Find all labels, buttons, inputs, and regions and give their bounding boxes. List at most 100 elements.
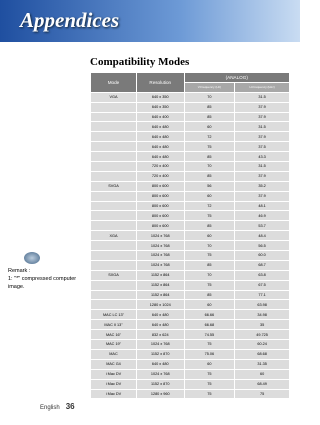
table-cell: 1024 x 768 [135,250,185,261]
remark-label: Remark : [8,268,31,274]
table-cell: 66.66 [183,309,236,321]
table-cell: 35 [234,319,290,331]
table-row: MAC 19" 1024 x 768 75 60.24 [90,339,290,350]
table-row: 640 x 480 72 37.9 [90,131,290,143]
table-cell: 1152 x 864 [135,279,185,291]
remark-icon [24,252,40,264]
mode-cell [90,190,137,202]
table-cell: 640 x 350 [135,101,185,113]
mode-cell [90,279,137,291]
table-row: MAC 16" 832 x 624 74.55 49.725 [90,329,290,341]
table-row: 640 x 480 85 43.3 [90,151,290,163]
table-cell: 720 x 400 [135,161,185,172]
table-cell: 1152 x 864 [135,269,185,281]
table-cell: 1024 x 768 [135,240,185,252]
table-cell: 68.68 [234,348,290,360]
table-cell: 1152 x 870 [135,348,185,360]
table-row: SXGA 1152 x 864 70 63.8 [90,269,290,281]
col-header: Resolution [135,72,185,93]
table-cell: 37.9 [234,190,290,202]
mode-cell [90,210,137,222]
table-row: MAC LC 13" 640 x 480 66.66 34.98 [90,309,290,321]
table-row: 1024 x 768 75 60.0 [90,250,290,261]
mode-cell [90,141,137,153]
footer-language: English [40,405,60,411]
table-cell: 60 [234,368,290,380]
mode-cell [90,151,137,163]
table-row: 800 x 600 75 46.9 [90,210,290,222]
table-cell: 68.7 [234,259,290,271]
remark-text: 1: "*" compressed computer image. [8,276,77,290]
mode-cell: MAC [90,348,137,360]
table-row: i Mac DV 1152 x 870 75 68.49 [90,378,290,390]
table-cell: 67.5 [234,279,290,291]
table-cell: 60 [183,121,236,133]
table-cell: 640 x 480 [135,358,185,370]
table-cell: 85 [183,170,236,182]
col-header: (ANALOG) [183,72,291,83]
mode-cell: SXGA [90,269,137,281]
table-cell: 85 [183,220,236,232]
table-cell: 56 [183,180,236,192]
table-row: i Mac DV 1280 x 960 75 75 [90,388,290,400]
table-cell: 1024 x 768 [135,339,185,350]
table-row: XGA 1024 x 768 60 48.4 [90,230,290,242]
table-cell: 48.4 [234,230,290,242]
table-row: i Mac DV 1024 x 768 75 60 [90,368,290,380]
mode-cell [90,111,137,123]
table-cell: 640 x 350 [135,91,185,103]
table-cell: 85 [183,101,236,113]
mode-cell [90,131,137,143]
table-cell: 75 [234,388,290,400]
table-cell: 60.24 [234,339,290,350]
table-cell: 75 [183,210,236,222]
table-cell: 70 [183,240,236,252]
table-cell: 70 [183,161,236,172]
remark: Remark : 1: "*" compressed computer image… [8,267,78,291]
mode-cell: i Mac DV [90,368,137,380]
table-cell: 640 x 480 [135,309,185,321]
table-cell: 85 [183,151,236,163]
table-cell: 31.35 [234,358,290,370]
mode-cell [90,259,137,271]
table-cell: 48.1 [234,200,290,212]
banner: Appendices [0,0,300,42]
table-row: 1024 x 768 85 68.7 [90,259,290,271]
table-cell: 640 x 480 [135,141,185,153]
table-cell: 43.3 [234,151,290,163]
mode-cell: MAC 16" [90,329,137,341]
table-row: VGA 640 x 350 70 31.5 [90,91,290,103]
table-cell: 34.98 [234,309,290,321]
col-header: H.Frequency (kHz) [234,81,290,93]
col-header: V.Frequency (Hz) [183,81,236,93]
table-cell: 75 [183,141,236,153]
mode-cell: XGA [90,230,137,242]
table-cell: 640 x 480 [135,131,185,143]
table-row: 1024 x 768 70 56.5 [90,240,290,252]
table-row: MAC G4 640 x 480 60 31.35 [90,358,290,370]
table-row: 1152 x 864 85 77.1 [90,289,290,301]
table-cell: 800 x 600 [135,210,185,222]
mode-cell: MAC 19" [90,339,137,350]
table-cell: 63.98 [234,299,290,311]
table-cell: 77.1 [234,289,290,301]
table-cell: 800 x 600 [135,180,185,192]
table-cell: 70 [183,269,236,281]
table-cell: 640 x 480 [135,319,185,331]
compatibility-table: Mode Resolution (ANALOG) V.Frequency (Hz) H… [90,72,291,400]
table-cell: 37.5 [234,141,290,153]
table-cell: 31.5 [234,91,290,103]
banner-title: Appendices [20,8,120,32]
mode-cell [90,299,137,311]
table-body: VGA 640 x 350 70 31.5 640 x 350 85 37.9 640 x 4… [90,91,290,400]
table-cell: 75.06 [183,348,236,360]
table-cell: 800 x 600 [135,200,185,212]
table-cell: 37.9 [234,131,290,143]
mode-cell: SVGA [90,180,137,192]
mode-cell [90,121,137,133]
table-cell: 46.9 [234,210,290,222]
table-cell: 800 x 600 [135,220,185,232]
table-cell: 31.5 [234,161,290,172]
mode-cell [90,240,137,252]
table-cell: 63.8 [234,269,290,281]
